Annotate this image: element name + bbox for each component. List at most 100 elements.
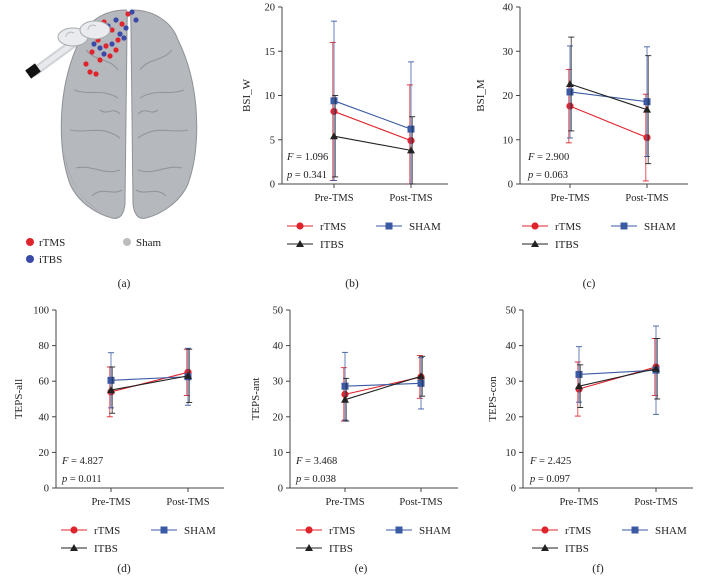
itbs-sites — [91, 9, 139, 57]
y-tick-label: 10 — [506, 448, 517, 459]
y-tick-label: 40 — [503, 3, 514, 14]
stat-f-value: = 1.096 — [293, 152, 328, 163]
stat-f-symbol: F — [529, 456, 537, 467]
series-sham — [341, 351, 425, 421]
data-point — [643, 105, 651, 113]
x-tick-label: Post-TMS — [399, 497, 442, 508]
y-tick-label: 10 — [503, 135, 514, 146]
x-tick-label: Pre-TMS — [559, 497, 598, 508]
data-point — [184, 371, 192, 379]
data-point — [107, 376, 115, 384]
x-tick-label: Pre-TMS — [314, 193, 353, 204]
stat-p-value: = 0.038 — [301, 474, 336, 485]
legend-label-sham: SHAM — [409, 221, 441, 233]
stat-f-value: = 4.827 — [68, 456, 103, 467]
legend-marker-rtms — [305, 526, 313, 534]
series-rtms — [329, 41, 415, 185]
stimulation-sites — [83, 9, 139, 77]
legend-label-sham: SHAM — [644, 221, 676, 233]
y-tick-label: 20 — [39, 448, 50, 459]
stat-p-symbol: p — [286, 170, 292, 181]
legend-marker-sham — [160, 526, 168, 534]
stat-p: p = 0.038 — [295, 474, 336, 485]
stat-f-symbol: F — [295, 456, 303, 467]
data-point — [575, 382, 583, 390]
series-line — [333, 100, 412, 130]
y-tick-label: 80 — [39, 341, 50, 352]
data-point — [652, 364, 660, 372]
y-tick-label: 30 — [506, 377, 517, 388]
panel-caption: (d) — [117, 563, 131, 575]
legend-label-rtms: rTMS — [329, 525, 355, 537]
stat-p: p = 0.063 — [527, 170, 568, 181]
stat-p: p = 0.011 — [61, 474, 102, 485]
y-axis-label: TEPS-ant — [250, 378, 262, 421]
legend-label-rtms: rTMS — [94, 525, 120, 537]
legend: rTMS SHAM ITBS — [61, 525, 216, 555]
stat-f-symbol: F — [527, 152, 535, 163]
legend: rTMS SHAM ITBS — [287, 221, 441, 251]
legend-label-itbs: ITBS — [565, 543, 589, 555]
series-line — [578, 369, 657, 375]
legend-marker-rtms — [531, 222, 539, 230]
series-itbs — [566, 36, 652, 165]
panel-caption: (e) — [355, 563, 368, 575]
stat-p-value: = 0.097 — [535, 474, 570, 485]
data-point — [575, 370, 583, 378]
legend-marker-itbs — [296, 240, 304, 247]
series-sham — [566, 45, 651, 158]
brain-right-hemisphere — [130, 9, 198, 219]
y-tick-label: 60 — [39, 377, 50, 388]
legend-label-sham: SHAM — [184, 525, 216, 537]
series-rtms — [565, 68, 651, 182]
y-tick-label: 100 — [33, 306, 49, 317]
series-sham — [330, 20, 415, 185]
y-tick-label: 30 — [503, 47, 514, 58]
y-tick-label: 40 — [273, 341, 284, 352]
series-itbs — [330, 95, 416, 185]
legend-label-itbs: ITBS — [320, 239, 344, 251]
legend-marker-itbs — [70, 544, 78, 551]
stat-f-value: = 2.900 — [534, 152, 569, 163]
panel-caption: (f) — [592, 563, 604, 575]
data-point — [566, 79, 574, 87]
legend: rTMS SHAM ITBS — [532, 525, 687, 555]
chart-e: 0 10 20 30 40 50 Pre-TMS Post-TMS TEPS-ant F = 3.… — [250, 306, 458, 575]
legend: rTMS SHAM ITBS — [522, 221, 676, 251]
legend-label-sham: SHAM — [655, 525, 687, 537]
series-itbs — [107, 348, 193, 414]
x-tick-label: Post-TMS — [625, 193, 668, 204]
legend-a-label-rtms: rTMS — [39, 237, 65, 249]
legend-marker-sham — [385, 222, 393, 230]
series-line — [578, 368, 657, 387]
legend-marker-sham — [631, 526, 639, 534]
stat-p-symbol: p — [527, 170, 533, 181]
stat-f: F = 4.827 — [61, 456, 103, 467]
legend-a-dot-rtms — [26, 238, 34, 246]
y-axis-label: BSI_W — [241, 78, 253, 112]
data-point — [330, 132, 338, 140]
data-point — [417, 372, 425, 380]
data-point — [566, 88, 574, 96]
y-tick-label: 50 — [273, 306, 284, 317]
stat-f: F = 2.900 — [527, 152, 569, 163]
y-tick-label: 40 — [39, 412, 50, 423]
y-tick-label: 50 — [506, 306, 517, 317]
chart-d: 0 20 40 60 80 100 Pre-TMS Post-TMS TEPS-all F = 4… — [13, 306, 224, 575]
legend-marker-sham — [395, 526, 403, 534]
y-tick-label: 30 — [273, 377, 284, 388]
data-point — [407, 125, 415, 133]
stat-p-value: = 0.341 — [292, 170, 327, 181]
legend-marker-rtms — [70, 526, 78, 534]
legend-label-itbs: ITBS — [555, 239, 579, 251]
legend-label-rtms: rTMS — [555, 221, 581, 233]
y-tick-label: 20 — [506, 412, 517, 423]
stat-p: p = 0.341 — [286, 170, 327, 181]
stat-f-symbol: F — [286, 152, 294, 163]
data-point — [341, 382, 349, 390]
legend-marker-sham — [620, 222, 628, 230]
